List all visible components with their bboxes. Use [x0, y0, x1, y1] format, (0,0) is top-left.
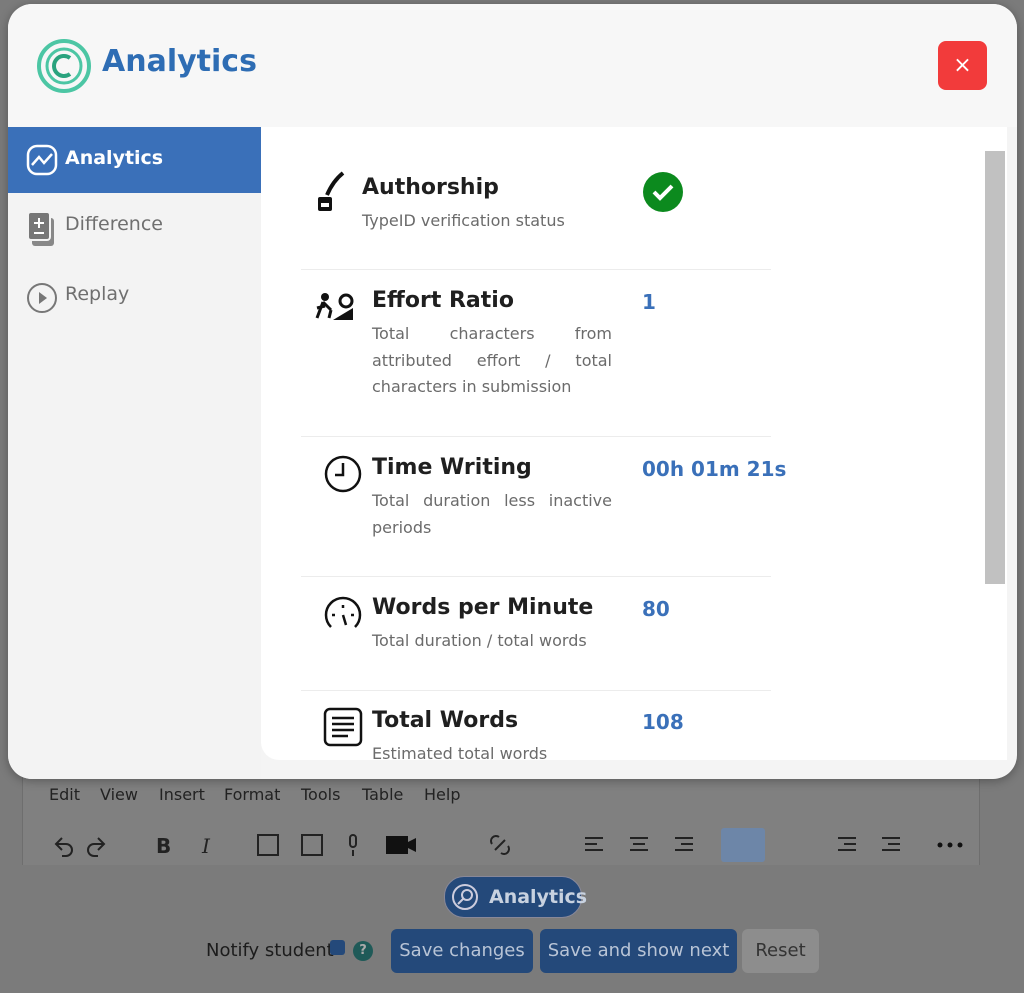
sidebar-item[interactable]: Difference — [8, 193, 261, 259]
analytics-button-label: Analytics — [489, 886, 588, 908]
menu-item[interactable]: Tools — [301, 785, 341, 804]
metric-description: Total characters from attributed effort … — [372, 324, 612, 396]
difference-icon — [27, 211, 54, 246]
sidebar-item[interactable]: Replay — [8, 263, 261, 329]
menu-item[interactable]: Table — [362, 785, 404, 804]
menu-item[interactable]: Insert — [159, 785, 205, 804]
metric-description: Estimated total words — [372, 744, 548, 760]
clock-icon — [324, 455, 362, 493]
sidebar-item[interactable]: Analytics — [8, 127, 261, 193]
document-icon — [323, 707, 363, 747]
metric-title: Time Writing — [372, 455, 532, 480]
menu-item[interactable]: Help — [424, 785, 461, 804]
effort-icon — [315, 293, 354, 320]
metric-description: Total duration less inactive periods — [372, 491, 612, 537]
menu-item[interactable]: Format — [224, 785, 281, 804]
notify-checkbox[interactable] — [330, 940, 345, 955]
sidebar-label: Analytics — [65, 147, 164, 169]
metric-title: Authorship — [362, 175, 499, 200]
metric-title: Words per Minute — [372, 595, 594, 620]
separator — [301, 269, 771, 270]
svg-text:I: I — [201, 834, 211, 858]
sidebar-label: Replay — [65, 283, 130, 305]
sidebar-label: Difference — [65, 213, 163, 235]
menu-item[interactable]: View — [100, 785, 138, 804]
metric-title: Total Words — [372, 708, 519, 733]
close-button[interactable]: × — [938, 41, 987, 90]
metric-description: TypeID verification status — [362, 211, 565, 230]
replay-icon — [27, 283, 57, 313]
metric-value: 108 — [642, 710, 684, 734]
save-next-button[interactable]: Save and show next — [540, 929, 737, 973]
metric-title: Effort Ratio — [372, 288, 514, 313]
editor-toolbar[interactable]: B I — [40, 828, 980, 862]
svg-text:B: B — [156, 834, 171, 858]
analytics-button[interactable]: Analytics — [444, 876, 587, 918]
separator — [301, 690, 771, 691]
notify-label: Notify student — [206, 940, 334, 961]
metric-value: 80 — [642, 597, 670, 621]
scrollbar[interactable] — [985, 151, 1005, 584]
logo — [37, 39, 91, 93]
separator — [301, 436, 771, 437]
save-button[interactable]: Save changes — [391, 929, 533, 973]
analytics-modal: Analytics × Analytics Difference Replay … — [8, 4, 1017, 779]
metrics-panel: Authorship TypeID verification status Ef… — [261, 127, 1007, 760]
modal-title: Analytics — [102, 44, 257, 79]
modal-header: Analytics × — [8, 4, 1017, 127]
analytics-icon — [452, 884, 478, 910]
metric-value: 1 — [642, 290, 656, 314]
metric-value: 00h 01m 21s — [642, 457, 787, 481]
help-icon[interactable]: ? — [353, 941, 373, 961]
authorship-icon — [318, 171, 345, 211]
metric-description: Total duration / total words — [372, 631, 587, 650]
analytics-icon — [26, 144, 58, 176]
menu-item[interactable]: Edit — [49, 785, 80, 804]
sidebar: Analytics Difference Replay — [8, 127, 261, 779]
separator — [301, 576, 771, 577]
speed-icon — [324, 596, 362, 628]
reset-button[interactable]: Reset — [742, 929, 819, 973]
verified-icon — [643, 172, 683, 212]
